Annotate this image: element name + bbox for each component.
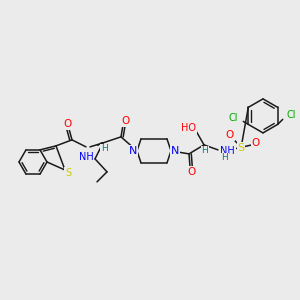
Text: HO: HO	[182, 123, 196, 133]
Text: S: S	[237, 143, 244, 153]
Text: O: O	[226, 130, 234, 140]
Text: Cl: Cl	[229, 113, 238, 123]
Text: Cl: Cl	[287, 110, 296, 120]
Text: N: N	[129, 146, 137, 156]
Text: H: H	[100, 144, 107, 153]
Text: O: O	[188, 167, 196, 177]
Text: O: O	[252, 138, 260, 148]
Text: H: H	[202, 146, 208, 155]
Text: H: H	[222, 153, 228, 162]
Text: N: N	[171, 146, 179, 156]
Text: O: O	[64, 119, 72, 129]
Text: NH: NH	[220, 146, 235, 156]
Text: S: S	[65, 168, 71, 178]
Text: NH: NH	[79, 152, 93, 162]
Text: O: O	[122, 116, 130, 126]
